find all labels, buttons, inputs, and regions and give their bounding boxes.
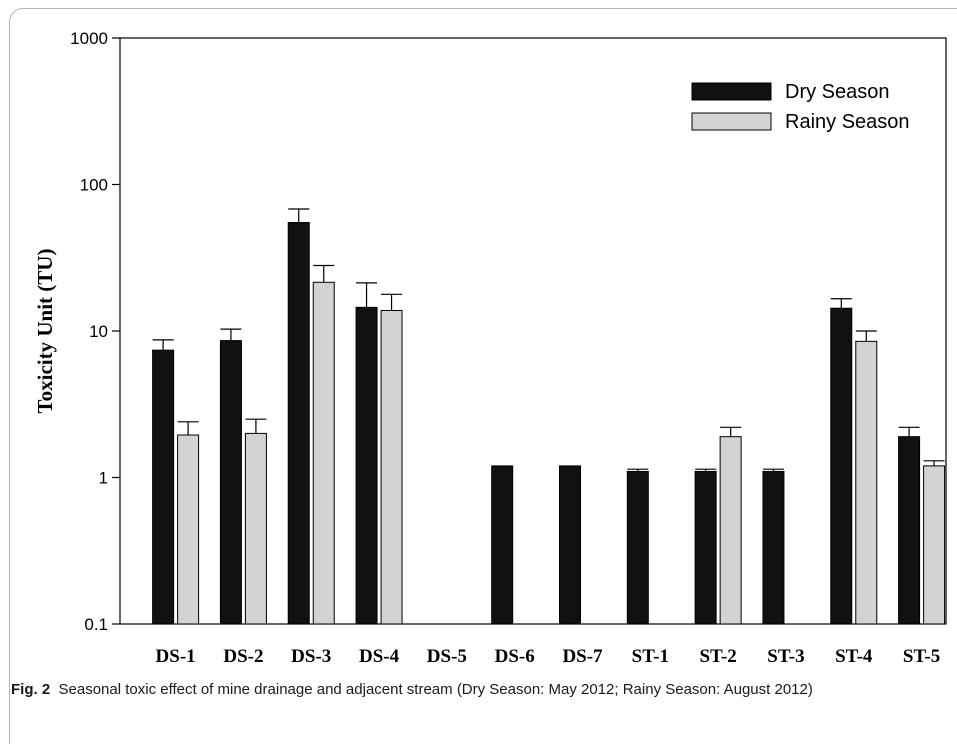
x-tick-label: DS-1: [156, 646, 196, 667]
y-tick-label: 100: [80, 176, 108, 195]
bar: [923, 465, 946, 625]
x-tick-label: DS-3: [291, 646, 331, 667]
x-tick-label: ST-3: [767, 646, 804, 667]
x-tick-label: ST-4: [835, 646, 873, 667]
x-tick-label: ST-2: [699, 646, 736, 667]
legend-swatch: [691, 112, 772, 131]
legend-swatch: [691, 82, 772, 101]
bar: [830, 307, 853, 625]
bar: [898, 436, 921, 625]
bar-chart: 0.1 1 10 100 1000 Toxicity Unit (TU) DS-1 DS-2 D…: [33, 29, 947, 667]
bar: [762, 470, 785, 625]
figure-caption: Fig. 2 Seasonal toxic effect of mine dra…: [11, 679, 941, 700]
bar: [559, 465, 582, 625]
x-tick-label: DS-7: [562, 646, 603, 667]
bar: [355, 306, 378, 625]
y-tick-label: 1: [99, 469, 108, 488]
bar: [244, 432, 267, 625]
y-tick-label: 1000: [70, 29, 108, 48]
bar: [719, 436, 742, 625]
y-axis-title: Toxicity Unit (TU): [33, 249, 57, 414]
caption-text: Seasonal toxic effect of mine drainage a…: [58, 681, 813, 698]
x-tick-label: ST-5: [903, 646, 940, 667]
bar: [312, 281, 335, 625]
bar: [219, 340, 242, 625]
plot-area: 0.1 1 10 100 1000 Toxicity Unit (TU) DS-1 DS-2 D…: [33, 29, 947, 667]
y-tick-label: 10: [89, 322, 108, 341]
bar: [287, 222, 310, 625]
figure-frame: [9, 8, 957, 744]
legend-label: Dry Season: [785, 81, 890, 103]
caption-label: Fig. 2: [11, 681, 51, 698]
x-tick-label: DS-5: [427, 646, 467, 667]
x-tick-label: ST-1: [632, 646, 669, 667]
legend-label: Rainy Season: [785, 111, 910, 133]
x-tick-label: DS-2: [223, 646, 263, 667]
bar: [694, 470, 717, 625]
x-tick-label: DS-4: [359, 646, 400, 667]
x-tick-label: DS-6: [495, 646, 535, 667]
bar: [626, 470, 649, 625]
bar: [177, 434, 200, 625]
bar: [380, 310, 403, 625]
bar: [491, 465, 514, 625]
bar: [855, 340, 878, 625]
y-tick-label: 0.1: [84, 615, 108, 634]
bar: [152, 349, 175, 625]
